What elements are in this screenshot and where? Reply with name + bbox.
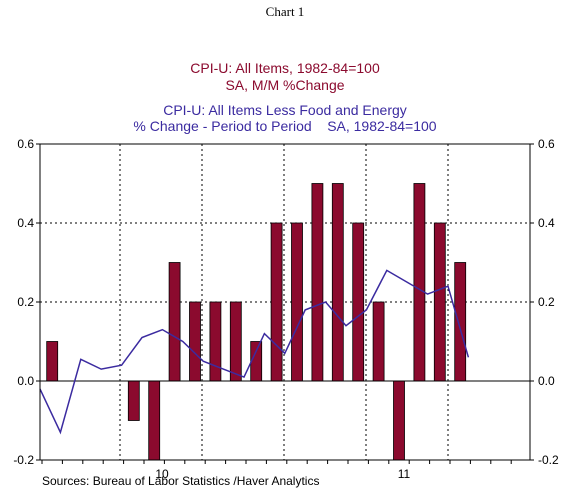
bar-8 bbox=[209, 301, 222, 382]
series2-title-line1: CPI-U: All Items Less Food and Energy bbox=[163, 102, 407, 118]
right-y-tick-label-1: 0.4 bbox=[538, 216, 555, 230]
right-y-tick-label-4: -0.2 bbox=[538, 453, 559, 467]
bar-14 bbox=[331, 183, 344, 382]
bar-19 bbox=[433, 222, 446, 382]
left-y-tick-label-0: 0.6 bbox=[17, 137, 34, 151]
left-y-tick-label-4: -0.2 bbox=[13, 453, 34, 467]
series1-title-line2: SA, M/M %Change bbox=[225, 77, 345, 93]
bar-20 bbox=[454, 262, 467, 382]
bar-10 bbox=[250, 341, 263, 382]
bar-0 bbox=[46, 341, 59, 382]
bar-5 bbox=[148, 380, 161, 461]
core-cpi-line bbox=[39, 269, 470, 435]
bar-15 bbox=[352, 222, 365, 382]
bar-6 bbox=[168, 262, 181, 382]
bar-16 bbox=[372, 301, 385, 382]
bar-12 bbox=[291, 222, 303, 382]
bar-17 bbox=[393, 380, 405, 461]
bar-4 bbox=[127, 380, 140, 421]
right-y-tick-label-3: 0.0 bbox=[538, 374, 555, 388]
left-y-tick-label-1: 0.4 bbox=[17, 216, 34, 230]
series1-title-line1: CPI-U: All Items, 1982-84=100 bbox=[190, 60, 380, 76]
right-y-tick-label-0: 0.6 bbox=[538, 137, 555, 151]
chart-label: Chart 1 bbox=[265, 4, 305, 19]
right-y-tick-label-2: 0.2 bbox=[538, 295, 555, 309]
x-label-10: 10 bbox=[155, 467, 169, 481]
x-label-11: 11 bbox=[398, 467, 411, 481]
bar-18 bbox=[413, 183, 426, 382]
series2-title-line2: % Change - Period to Period SA, 1982-84=… bbox=[133, 118, 437, 134]
bar-11 bbox=[270, 222, 283, 382]
left-y-tick-label-3: 0.0 bbox=[17, 374, 34, 388]
bar-7 bbox=[189, 301, 201, 382]
bar-13 bbox=[311, 183, 324, 382]
bar-9 bbox=[229, 301, 242, 382]
left-y-tick-label-2: 0.2 bbox=[17, 295, 34, 309]
source-note: Sources: Bureau of Labor Statistics /Hav… bbox=[42, 474, 320, 488]
